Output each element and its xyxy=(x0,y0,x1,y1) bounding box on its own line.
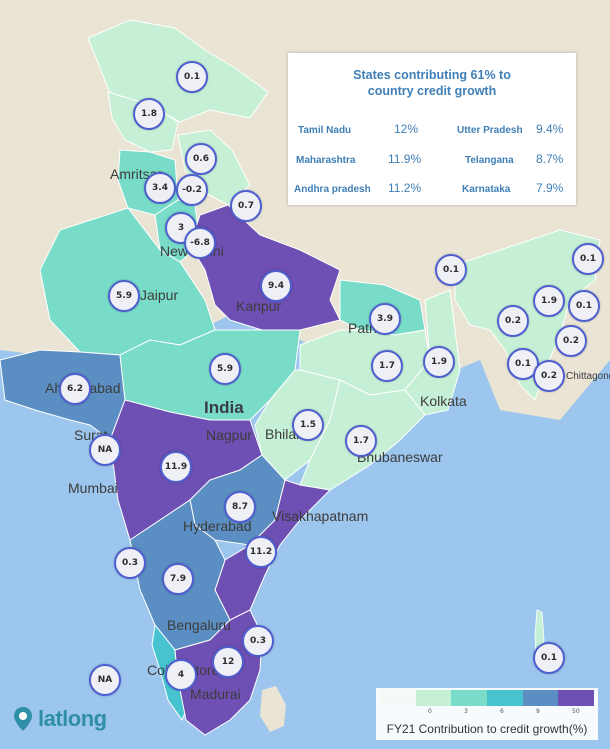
state-bubble[interactable]: 0.2 xyxy=(555,325,587,357)
state-bubble[interactable]: 0.1 xyxy=(176,61,208,93)
logo-text: latlong xyxy=(38,706,107,731)
state-bubble[interactable]: 9.4 xyxy=(260,270,292,302)
state-bubble[interactable]: 12 xyxy=(212,646,244,678)
legend-tick: 50 xyxy=(572,708,580,715)
legend-tick: 6 xyxy=(500,708,504,715)
state-bubble[interactable]: 0.3 xyxy=(242,625,274,657)
infobox-state: Karnataka xyxy=(462,184,511,195)
legend-swatch xyxy=(415,690,452,706)
infobox-title-line1: States contributing 61% to xyxy=(353,68,511,82)
infobox-pct: 8.7% xyxy=(536,152,564,166)
infobox-pct: 9.4% xyxy=(536,122,564,136)
infobox-state: Maharashtra xyxy=(296,155,356,166)
legend-swatch xyxy=(487,690,523,706)
state-bubble[interactable]: 11.2 xyxy=(245,536,277,568)
state-bubble[interactable]: 4 xyxy=(165,659,197,691)
state-bubble[interactable]: 1.9 xyxy=(533,285,565,317)
legend-tick: 9 xyxy=(536,708,540,715)
infobox-state: Tamil Nadu xyxy=(298,125,352,136)
state-bubble[interactable]: 0.7 xyxy=(230,190,262,222)
city-label: Visakhapatnam xyxy=(272,508,369,524)
city-label: Bhubaneswar xyxy=(357,449,443,465)
state-bubble[interactable]: 0.1 xyxy=(572,243,604,275)
state-bubble[interactable]: 1.8 xyxy=(133,98,165,130)
city-label: Chittagong xyxy=(566,371,610,382)
state-bubble[interactable]: 1.7 xyxy=(371,350,403,382)
infobox-title: States contributing 61% to country credi… xyxy=(288,67,576,99)
legend-swatch xyxy=(522,690,559,706)
legend-caption: FY21 Contribution to credit growth(%) xyxy=(386,722,588,736)
region-uttar-pradesh xyxy=(189,204,341,331)
state-bubble[interactable]: 0.1 xyxy=(507,348,539,380)
state-bubble[interactable]: 7.9 xyxy=(162,563,194,595)
city-label: Madurai xyxy=(190,686,241,702)
city-label: Bengaluru xyxy=(167,617,231,633)
state-bubble[interactable]: 0.1 xyxy=(533,642,565,674)
state-bubble[interactable]: 3.9 xyxy=(369,303,401,335)
state-bubble[interactable]: NA xyxy=(89,434,121,466)
state-bubble[interactable]: 1.7 xyxy=(345,425,377,457)
infobox-title-line2: country credit growth xyxy=(367,84,497,98)
state-bubble[interactable]: 3.4 xyxy=(144,172,176,204)
city-label: Mumbai xyxy=(68,480,118,496)
infobox-state: Andhra pradesh xyxy=(294,184,371,195)
state-bubble[interactable]: 5.9 xyxy=(209,353,241,385)
city-label: Kolkata xyxy=(420,393,467,409)
city-label: Kanpur xyxy=(236,298,282,314)
state-bubble[interactable]: 8.7 xyxy=(224,491,256,523)
city-label: Jaipur xyxy=(140,287,179,303)
state-bubble[interactable]: 1.5 xyxy=(292,409,324,441)
legend-swatch xyxy=(380,690,416,706)
infobox-pct: 12% xyxy=(394,122,419,136)
infobox-pct: 7.9% xyxy=(536,181,564,195)
legend-tick: 3 xyxy=(464,708,468,715)
state-bubble[interactable]: 5.9 xyxy=(108,280,140,312)
legend-tick: 0 xyxy=(428,708,432,715)
infobox-pct: 11.2% xyxy=(388,181,422,195)
infobox-state: Telangana xyxy=(465,155,514,166)
legend-swatch xyxy=(558,690,595,706)
color-legend: 0 3 6 9 50 FY21 Contribution to credit g… xyxy=(376,688,598,740)
state-bubble[interactable]: 11.9 xyxy=(160,451,192,483)
city-label: Bhilai xyxy=(265,426,300,442)
legend-colorbar xyxy=(380,690,595,706)
legend-swatch xyxy=(451,690,488,706)
infobox-pct: 11.9% xyxy=(388,152,422,166)
latlong-logo: latlong xyxy=(12,706,107,732)
srilanka xyxy=(260,686,286,732)
city-label: India xyxy=(204,398,244,417)
state-bubble[interactable]: 0.1 xyxy=(435,254,467,286)
top-states-infobox: States contributing 61% to country credi… xyxy=(288,53,576,205)
state-bubble[interactable]: 0.2 xyxy=(497,305,529,337)
state-bubble[interactable]: 0.2 xyxy=(533,360,565,392)
state-bubble[interactable]: -0.2 xyxy=(176,174,208,206)
state-bubble[interactable]: 0.6 xyxy=(185,143,217,175)
city-label: Nagpur xyxy=(206,427,252,443)
infobox-state: Utter Pradesh xyxy=(457,125,523,136)
state-bubble[interactable]: 0.1 xyxy=(568,290,600,322)
state-bubble[interactable]: NA xyxy=(89,664,121,696)
map-pin-icon xyxy=(14,707,32,731)
state-bubble[interactable]: 1.9 xyxy=(423,346,455,378)
state-bubble[interactable]: 0.3 xyxy=(114,547,146,579)
state-bubble[interactable]: -6.8 xyxy=(184,227,216,259)
state-bubble[interactable]: 6.2 xyxy=(59,373,91,405)
